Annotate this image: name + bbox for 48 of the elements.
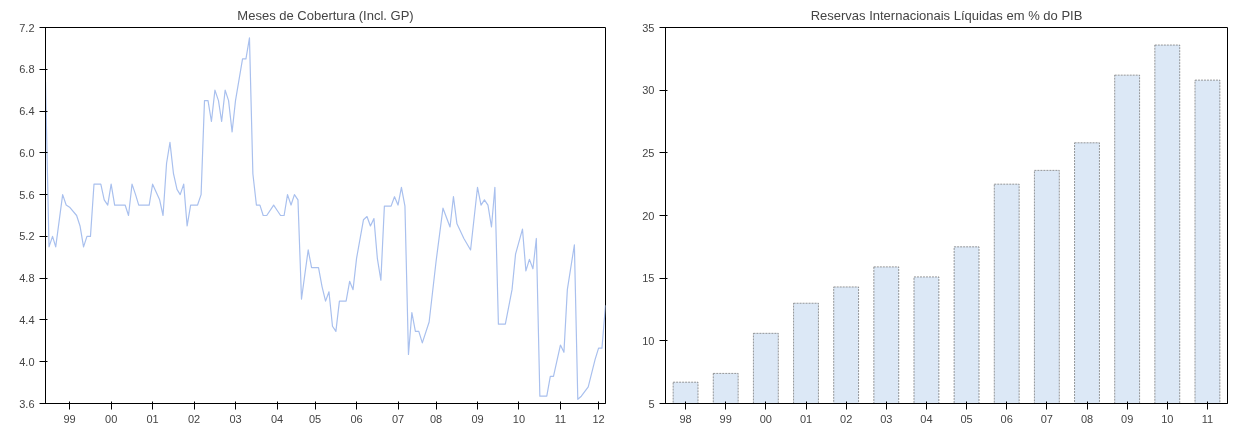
y-tick-label: 6.4 <box>19 105 35 118</box>
y-tick-label: 25 <box>642 146 655 159</box>
x-tick-label: 04 <box>920 412 933 425</box>
x-tick-label: 11 <box>1201 412 1214 425</box>
chart-title: Reservas Internacionais Líquidas em % do PIB <box>810 7 1083 23</box>
y-tick-label: 10 <box>642 334 655 347</box>
y-tick-label: 5.6 <box>19 188 35 201</box>
x-tick-label: 07 <box>1040 412 1053 425</box>
x-tick-label: 05 <box>308 412 322 425</box>
x-tick-label: 99 <box>719 412 732 425</box>
y-tick-label: 5.2 <box>19 230 35 243</box>
y-tick-label: 6.8 <box>19 63 35 76</box>
x-tick-label: 03 <box>229 412 242 425</box>
x-tick-label: 99 <box>63 412 76 425</box>
x-tick-label: 08 <box>1080 412 1094 425</box>
x-tick-label: 06 <box>350 412 363 425</box>
y-tick-label: 4.0 <box>19 355 35 368</box>
x-tick-label: 05 <box>960 412 973 425</box>
y-tick-label: 20 <box>642 209 655 222</box>
y-tick-label: 5 <box>648 397 655 410</box>
x-tick-label: 01 <box>799 412 813 425</box>
x-tick-label: 04 <box>270 412 284 425</box>
x-tick-label: 09 <box>1121 412 1134 425</box>
x-tick-label: 00 <box>759 412 772 425</box>
y-tick-label: 4.4 <box>19 313 35 326</box>
y-tick-label: 15 <box>642 272 655 285</box>
x-tick-label: 01 <box>146 412 159 425</box>
x-tick-label: 11 <box>554 412 567 425</box>
x-tick-label: 07 <box>391 412 405 425</box>
y-tick-label: 7.2 <box>19 21 35 34</box>
chart-title: Meses de Cobertura (Incl. GP) <box>237 7 414 23</box>
y-tick-label: 35 <box>642 21 655 34</box>
y-tick-label: 3.6 <box>19 397 35 410</box>
x-tick-label: 98 <box>679 412 692 425</box>
x-tick-label: 12 <box>592 412 605 425</box>
x-tick-label: 03 <box>880 412 893 425</box>
x-tick-label: 08 <box>429 412 443 425</box>
y-tick-label: 30 <box>642 84 655 97</box>
x-tick-label: 10 <box>512 412 526 425</box>
y-tick-label: 4.8 <box>19 272 35 285</box>
x-tick-label: 02 <box>840 412 853 425</box>
x-tick-label: 09 <box>471 412 484 425</box>
line-series <box>45 37 606 400</box>
x-tick-label: 02 <box>187 412 201 425</box>
y-tick-label: 6.0 <box>19 146 35 159</box>
x-tick-label: 10 <box>1161 412 1174 425</box>
x-tick-label: 06 <box>1000 412 1013 425</box>
x-tick-label: 00 <box>105 412 118 425</box>
